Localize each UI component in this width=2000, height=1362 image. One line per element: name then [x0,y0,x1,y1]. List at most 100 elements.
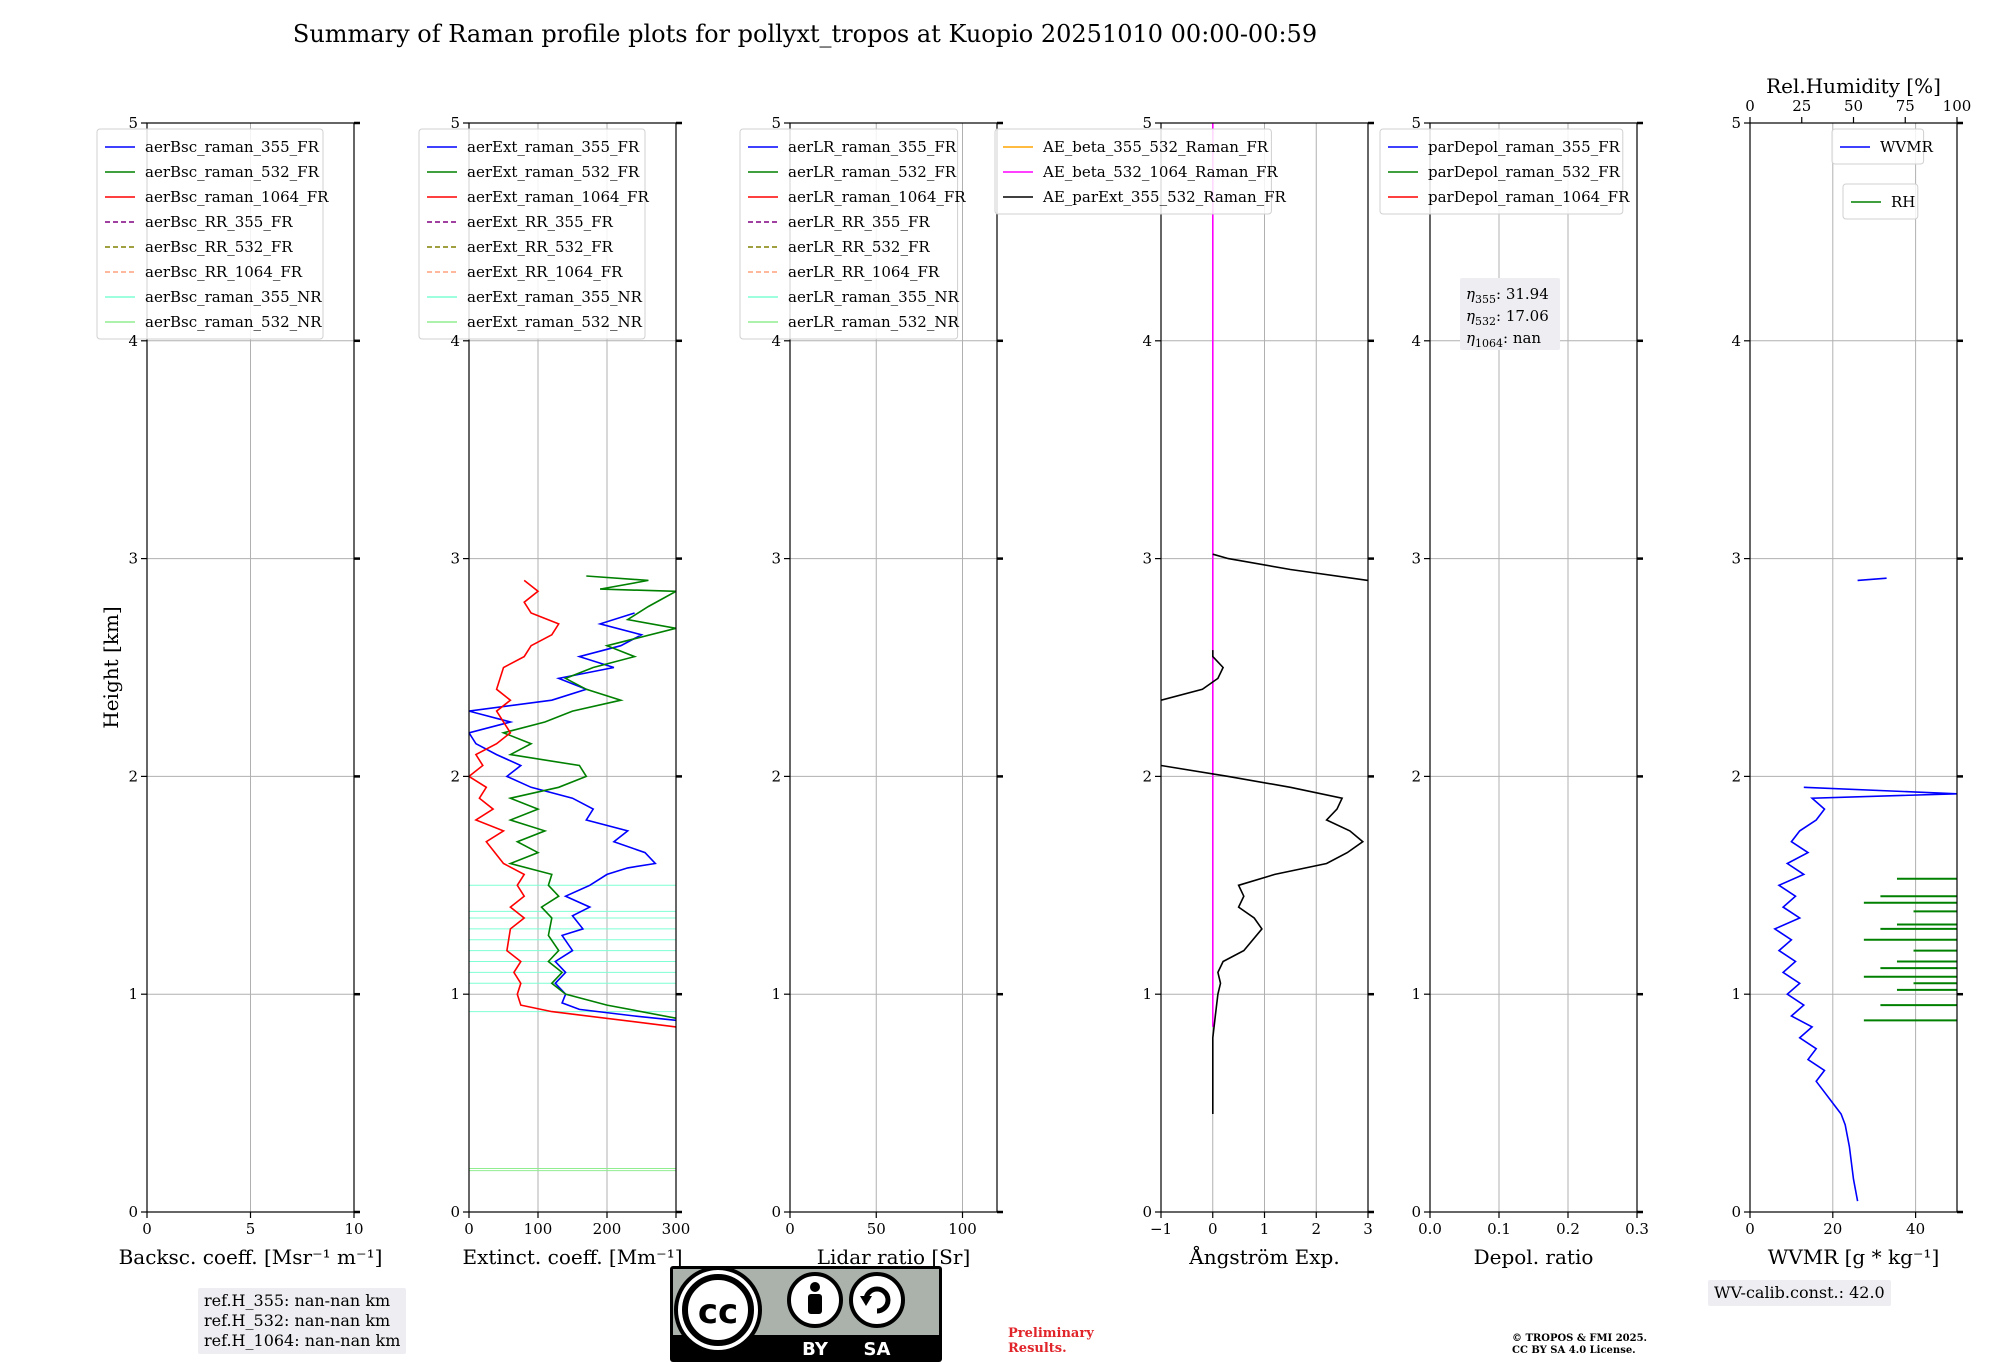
plot-area [1773,577,1957,1202]
axes-frame [468,122,677,1213]
eta-box-bg [1460,278,1560,350]
legend-label: aerBsc_raman_532_FR [145,163,320,181]
ref-height-1064: ref.H_1064: nan-nan km [204,1331,401,1350]
y-tick-label: 5 [450,114,460,132]
legend-label: aerLR_raman_532_NR [788,313,959,331]
x-tick-label: 0 [142,1220,152,1238]
legend-label: aerBsc_raman_532_NR [145,313,322,331]
legend-label: aerLR_raman_1064_FR [788,188,966,206]
x-tick-label: −1 [1150,1220,1172,1238]
x-tick-label: 20 [1823,1220,1842,1238]
eta-value: : nan [1503,329,1541,347]
legend-label: parDepol_raman_532_FR [1428,163,1621,181]
legend-label: aerBsc_RR_1064_FR [145,263,303,281]
y-tick-label: 0 [450,1203,460,1221]
y-tick-label: 4 [1142,332,1152,350]
y-tick-label: 5 [1142,114,1152,132]
legend-label: aerBsc_RR_532_FR [145,238,293,256]
y-tick-label: 2 [771,767,781,785]
legend-label: aerExt_RR_355_FR [467,213,614,231]
y-tick-label: 0 [771,1203,781,1221]
panel-6 [1744,117,1963,1218]
x-tick-label: 0 [464,1220,474,1238]
x-tick-label: 1 [1260,1220,1270,1238]
y-tick-label: 1 [128,985,138,1003]
x-tick-label: 0.0 [1418,1220,1442,1238]
legend-label: aerLR_raman_532_FR [788,163,957,181]
legend-label: AE_beta_532_1064_Raman_FR [1042,163,1278,181]
x-tick-label: 3 [1363,1220,1373,1238]
ref-height-355: ref.H_355: nan-nan km [204,1291,391,1310]
series-ae-parext-355-532-raman-fr-top [1212,553,1368,582]
x-tick-label: 0.1 [1487,1220,1511,1238]
wv-calib-box: WV-calib.const.: 42.0 [1708,1280,1891,1306]
y-tick-label: 0 [1142,1203,1152,1221]
legend-label: aerBsc_raman_355_FR [145,138,320,156]
legend-label: aerExt_RR_532_FR [467,238,614,256]
x-tick-label: 0 [785,1220,795,1238]
preliminary-line-1: Preliminary [1008,1326,1094,1341]
copyright-line-1: © TROPOS & FMI 2025. [1512,1333,1648,1344]
legend-wvmr [1831,128,1925,165]
top-x-tick-label: 100 [1943,97,1972,115]
y-tick-label: 5 [771,114,781,132]
sa-sharealike-icon [849,1272,905,1328]
legend-label: aerExt_raman_532_NR [467,313,643,331]
series-aerext-raman-1064-fr [469,579,676,1028]
preliminary-line-2: Results. [1008,1341,1067,1356]
y-tick-label: 0 [1731,1203,1741,1221]
ref-heights-box: ref.H_355: nan-nan km ref.H_532: nan-nan… [198,1288,407,1354]
x-axis-label: Extinct. coeff. [Mm⁻¹] [462,1245,682,1269]
legend-label: aerLR_RR_1064_FR [788,263,940,281]
eta-subscript: 355 [1475,293,1496,306]
series-aerext-raman-355-fr [469,612,676,1022]
y-tick-label: 4 [450,332,460,350]
eta-symbol: η [1466,307,1475,325]
x-tick-label: 300 [662,1220,691,1238]
figure-title: Summary of Raman profile plots for polly… [292,20,1318,48]
top-x-tick-label: 25 [1792,97,1811,115]
x-tick-label: 40 [1906,1220,1925,1238]
eta-subscript: 1064 [1475,337,1503,350]
y-tick-label: 1 [1411,985,1421,1003]
legend-label: aerExt_raman_355_NR [467,288,643,306]
legend-rh [1842,183,1919,220]
x-axis-label: Ångström Exp. [1188,1244,1339,1269]
x-axis-label: WVMR [g * kg⁻¹] [1768,1245,1940,1269]
legend-label: WVMR [1880,138,1934,156]
top-x-tick-label: 50 [1844,97,1863,115]
y-axis-label: Height [km] [99,606,123,728]
legend [418,128,646,340]
legend-label: RH [1891,193,1915,211]
axes-frame [1429,122,1638,1213]
ref-height-532: ref.H_532: nan-nan km [204,1311,391,1330]
x-tick-label: 0.3 [1625,1220,1649,1238]
legend-box [1379,128,1624,215]
cc-license-badge: cc BY SA [670,1266,942,1362]
y-tick-label: 0 [1411,1203,1421,1221]
legend-label: aerLR_raman_355_NR [788,288,959,306]
eta-symbol: η [1466,285,1475,303]
eta-value: : 31.94 [1496,285,1549,303]
y-tick-label: 3 [771,550,781,568]
legend-label: aerExt_RR_1064_FR [467,263,623,281]
x-axis-label: Lidar ratio [Sr] [817,1245,971,1269]
legend-label: aerExt_raman_532_FR [467,163,640,181]
legend-label: aerBsc_RR_355_FR [145,213,293,231]
legend-label: parDepol_raman_355_FR [1428,138,1621,156]
plot-area [469,575,676,1172]
x-tick-label: 200 [593,1220,622,1238]
series-wvmr-top [1857,577,1887,582]
legend-label: parDepol_raman_1064_FR [1428,188,1630,206]
x-tick-label: 0 [1208,1220,1218,1238]
cc-logo-icon: cc [674,1266,762,1354]
x-tick-label: 100 [948,1220,977,1238]
y-tick-label: 0 [128,1203,138,1221]
sa-label: SA [864,1339,891,1360]
y-tick-label: 2 [1411,767,1421,785]
panel-4 [994,121,1374,1218]
x-tick-label: 0.2 [1556,1220,1580,1238]
y-tick-label: 2 [450,767,460,785]
y-tick-label: 5 [1731,114,1741,132]
